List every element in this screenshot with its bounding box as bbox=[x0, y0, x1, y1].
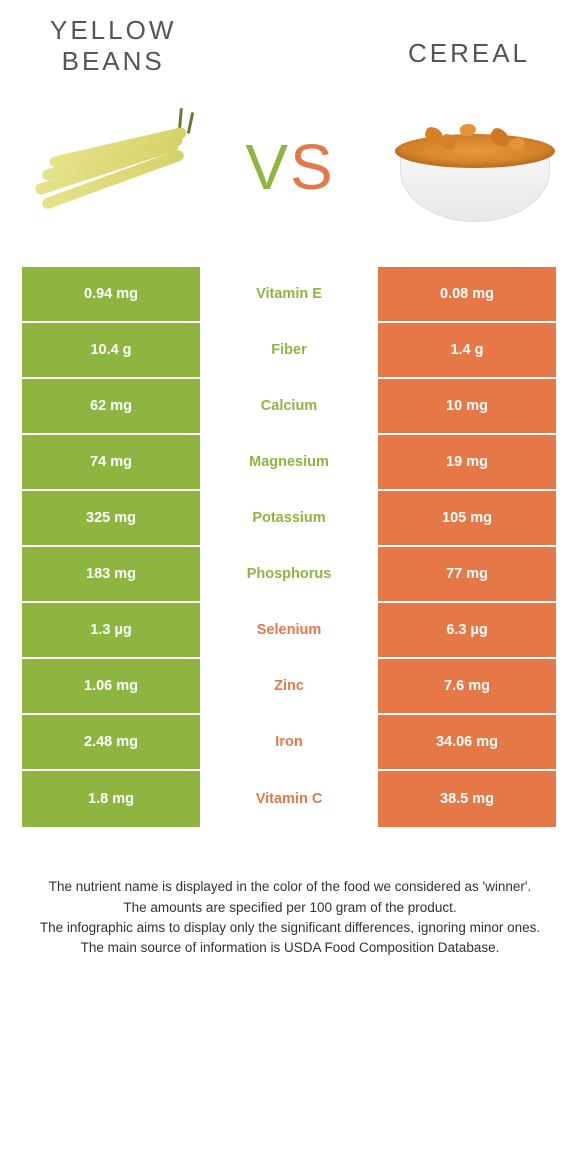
vs-row: VS bbox=[0, 77, 580, 267]
footer-line: The amounts are specified per 100 gram o… bbox=[30, 898, 550, 918]
left-value: 10.4 g bbox=[22, 323, 200, 379]
left-food-image bbox=[20, 102, 200, 232]
right-value: 77 mg bbox=[378, 547, 556, 603]
right-value: 10 mg bbox=[378, 379, 556, 435]
nutrient-label: Potassium bbox=[200, 491, 378, 547]
footer-line: The main source of information is USDA F… bbox=[30, 938, 550, 958]
table-row: 0.94 mgVitamin E0.08 mg bbox=[22, 267, 558, 323]
right-value: 105 mg bbox=[378, 491, 556, 547]
nutrient-label: Phosphorus bbox=[200, 547, 378, 603]
right-food-image bbox=[380, 102, 560, 232]
nutrient-label: Magnesium bbox=[200, 435, 378, 491]
nutrient-label: Zinc bbox=[200, 659, 378, 715]
nutrient-label: Vitamin E bbox=[200, 267, 378, 323]
table-row: 1.06 mgZinc7.6 mg bbox=[22, 659, 558, 715]
right-value: 19 mg bbox=[378, 435, 556, 491]
table-row: 1.8 mgVitamin C38.5 mg bbox=[22, 771, 558, 827]
table-row: 62 mgCalcium10 mg bbox=[22, 379, 558, 435]
left-value: 74 mg bbox=[22, 435, 200, 491]
table-row: 2.48 mgIron34.06 mg bbox=[22, 715, 558, 771]
left-food-title: YELLOW BEANS bbox=[50, 15, 176, 77]
table-row: 1.3 µgSelenium6.3 µg bbox=[22, 603, 558, 659]
left-value: 1.06 mg bbox=[22, 659, 200, 715]
table-row: 325 mgPotassium105 mg bbox=[22, 491, 558, 547]
left-value: 1.8 mg bbox=[22, 771, 200, 827]
right-value: 7.6 mg bbox=[378, 659, 556, 715]
nutrient-label: Vitamin C bbox=[200, 771, 378, 827]
left-value: 62 mg bbox=[22, 379, 200, 435]
right-value: 38.5 mg bbox=[378, 771, 556, 827]
nutrient-label: Iron bbox=[200, 715, 378, 771]
left-value: 1.3 µg bbox=[22, 603, 200, 659]
nutrient-table: 0.94 mgVitamin E0.08 mg10.4 gFiber1.4 g6… bbox=[22, 267, 558, 827]
right-value: 34.06 mg bbox=[378, 715, 556, 771]
right-value: 0.08 mg bbox=[378, 267, 556, 323]
footer-line: The infographic aims to display only the… bbox=[30, 918, 550, 938]
bean-icon bbox=[178, 108, 183, 128]
left-value: 325 mg bbox=[22, 491, 200, 547]
footer-notes: The nutrient name is displayed in the co… bbox=[0, 827, 580, 958]
nutrient-label: Calcium bbox=[200, 379, 378, 435]
table-row: 74 mgMagnesium19 mg bbox=[22, 435, 558, 491]
vs-label: VS bbox=[245, 130, 334, 204]
left-value: 0.94 mg bbox=[22, 267, 200, 323]
right-food-title: CEREAL bbox=[408, 38, 530, 69]
left-value: 183 mg bbox=[22, 547, 200, 603]
table-row: 183 mgPhosphorus77 mg bbox=[22, 547, 558, 603]
right-value: 1.4 g bbox=[378, 323, 556, 379]
header: YELLOW BEANS CEREAL bbox=[0, 0, 580, 77]
right-value: 6.3 µg bbox=[378, 603, 556, 659]
left-value: 2.48 mg bbox=[22, 715, 200, 771]
nutrient-label: Fiber bbox=[200, 323, 378, 379]
footer-line: The nutrient name is displayed in the co… bbox=[30, 877, 550, 897]
bean-icon bbox=[187, 112, 195, 134]
vs-s: S bbox=[290, 131, 335, 203]
nutrient-label: Selenium bbox=[200, 603, 378, 659]
table-row: 10.4 gFiber1.4 g bbox=[22, 323, 558, 379]
vs-v: V bbox=[245, 131, 290, 203]
